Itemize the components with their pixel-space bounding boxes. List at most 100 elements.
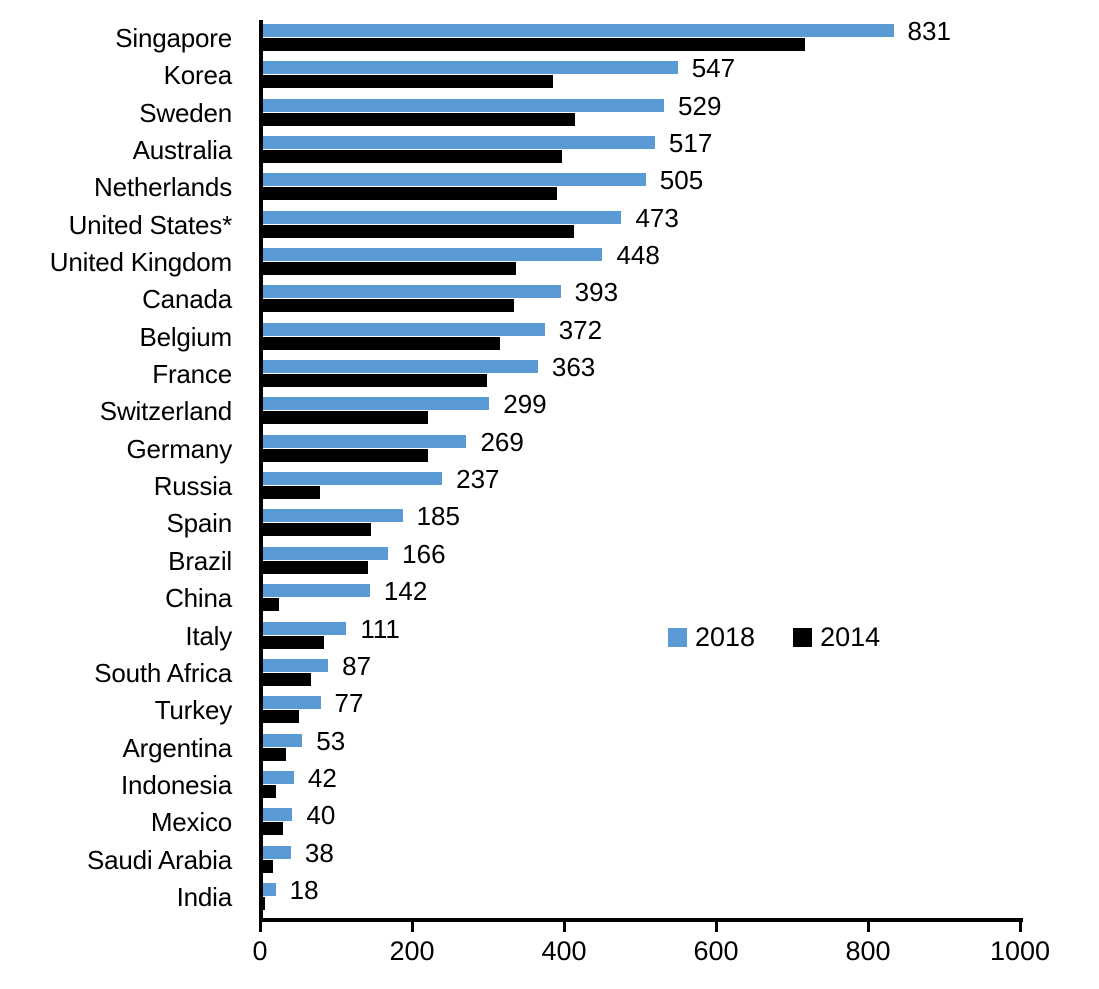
bar-row: 87 [262, 653, 1099, 692]
legend-spacer [755, 637, 793, 638]
bar-value-label: 185 [416, 501, 460, 532]
bar-2014 [262, 150, 563, 164]
bar-row: 77 [262, 690, 1099, 729]
bar-row: 185 [262, 501, 1099, 542]
bar-2018 [262, 733, 303, 747]
bar-2014 [262, 486, 320, 500]
bar-2014 [262, 859, 273, 873]
bar-value-label: 517 [668, 128, 713, 159]
bar-2014 [262, 560, 369, 574]
bar-2018 [262, 658, 329, 672]
bar-2014 [262, 38, 806, 51]
bars-container: 831 547 529 517 505 473 448 393 372 363 299 269 237 1… [262, 18, 1099, 916]
category-label: Russia [153, 471, 232, 502]
category-label: United States* [68, 209, 233, 240]
category-label: Singapore [115, 23, 232, 53]
bar-row: 448 [262, 242, 1099, 281]
category-label: Italy [185, 620, 232, 651]
bar-2018 [262, 248, 603, 262]
bar-value-label: 473 [635, 202, 679, 233]
bar-2018 [262, 621, 347, 635]
bar-2018 [262, 210, 622, 224]
bar-2018 [262, 770, 294, 784]
legend-swatch-2014 [793, 628, 813, 647]
bar-value-label: 53 [316, 725, 346, 756]
bar-2014 [262, 411, 429, 425]
bar-row: 547 [262, 53, 1099, 94]
bar-2014 [262, 710, 300, 724]
bar-row: 269 [262, 426, 1099, 468]
bar-2018 [262, 98, 665, 112]
category-label: Switzerland [99, 396, 232, 427]
bar-row: 111 [262, 616, 1099, 655]
bar-2014 [262, 75, 554, 89]
x-axis-tick-label: 200 [389, 936, 435, 966]
bar-2018 [262, 882, 276, 896]
legend-item-2014: 2014 [793, 624, 880, 651]
category-label: France [152, 359, 232, 390]
bar-row: 42 [262, 765, 1099, 804]
bar-2014 [262, 336, 500, 350]
bar-2014 [262, 448, 428, 462]
bar-2014 [262, 187, 557, 201]
bar-2014 [262, 822, 284, 836]
bar-2014 [262, 112, 576, 126]
bar-row: 529 [262, 93, 1099, 132]
category-label: India [176, 881, 233, 912]
bar-row: 473 [262, 202, 1099, 244]
category-label: Australia [132, 135, 233, 166]
category-label: Turkey [154, 695, 232, 726]
bar-2014 [262, 635, 324, 649]
bar-value-label: 547 [691, 53, 736, 84]
bar-row: 299 [262, 389, 1099, 430]
bar-row: 517 [262, 128, 1099, 169]
bar-2018 [262, 472, 443, 486]
bar-value-label: 38 [304, 837, 334, 868]
bar-2014 [262, 224, 574, 238]
legend-item-2018: 2018 [668, 624, 755, 651]
bar-value-label: 299 [503, 389, 547, 420]
bar-value-label: 393 [574, 277, 619, 308]
category-axis-labels: Singapore Korea Sweden Australia Netherlands… [0, 20, 232, 916]
category-label: Brazil [168, 545, 232, 576]
category-label: South Africa [94, 657, 232, 688]
bar-row: 237 [262, 466, 1099, 505]
bar-2018 [262, 808, 293, 822]
bar-row: 831 [262, 18, 1099, 57]
category-label: Korea [163, 60, 233, 91]
x-axis-tick [867, 918, 870, 932]
bar-row: 53 [262, 725, 1099, 767]
bar-2018 [262, 24, 894, 37]
x-axis-tick-label: 1000 [989, 936, 1051, 966]
bar-row: 363 [262, 352, 1099, 393]
bar-row: 505 [262, 167, 1099, 206]
bar-2014 [262, 747, 286, 761]
bar-value-label: 363 [551, 352, 596, 383]
bar-2014 [262, 896, 266, 910]
category-label: Netherlands [94, 172, 232, 203]
bar-value-label: 269 [480, 426, 524, 457]
bar-2018 [262, 584, 370, 598]
bar-2018 [262, 845, 291, 859]
bar-2018 [262, 173, 646, 187]
bar-2014 [262, 374, 487, 388]
bar-2018 [262, 434, 467, 448]
x-axis-tick-label: 400 [541, 936, 587, 966]
category-label: Spain [166, 508, 233, 539]
bar-value-label: 18 [289, 874, 319, 905]
x-axis-tick [1019, 918, 1022, 932]
category-label: Belgium [139, 321, 232, 352]
bar-2018 [262, 397, 490, 411]
bar-2018 [262, 696, 321, 710]
x-axis-tick-label: 800 [845, 936, 891, 966]
chart-legend: 2018 2014 [668, 624, 880, 651]
x-axis-line [259, 918, 1023, 922]
x-axis-tick [259, 918, 262, 932]
bar-2014 [262, 598, 279, 612]
y-axis-line [259, 20, 263, 918]
bar-value-label: 372 [558, 314, 603, 345]
category-label: Saudi Arabia [86, 844, 232, 875]
x-axis-tick-label: 600 [693, 936, 739, 966]
category-label: Indonesia [121, 769, 232, 800]
